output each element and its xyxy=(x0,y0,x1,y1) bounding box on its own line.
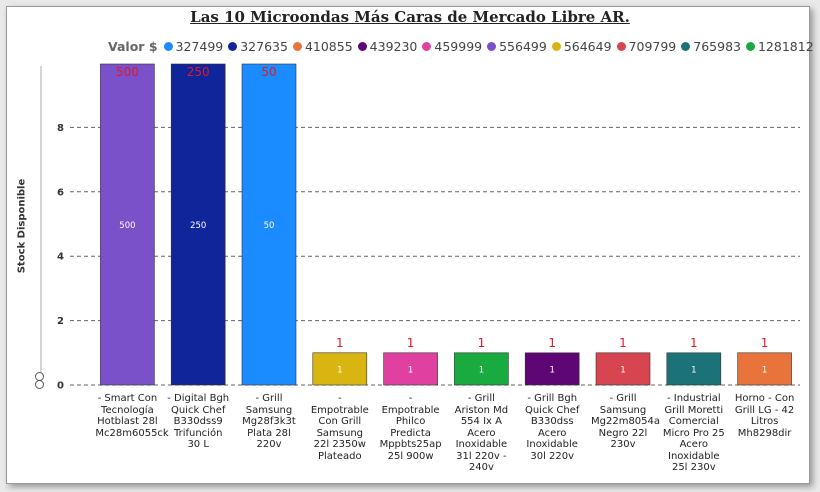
legend-item[interactable]: 556499 xyxy=(487,39,547,54)
bar[interactable] xyxy=(737,352,792,386)
bar-inside-label: 1 xyxy=(479,365,484,375)
legend-label: 765983 xyxy=(693,39,741,54)
legend-marker xyxy=(292,42,302,51)
bar-inside-label: 1 xyxy=(620,365,625,375)
legend-item[interactable]: 765983 xyxy=(681,39,741,54)
bar[interactable] xyxy=(454,352,509,386)
legend-item[interactable]: 439230 xyxy=(357,39,418,54)
bar-inside-label: 1 xyxy=(408,365,413,375)
bar-top-label: 1 xyxy=(548,336,556,350)
bar-top-label: 1 xyxy=(407,336,415,350)
bar-inside-label: 1 xyxy=(762,365,767,375)
bar-top-label: 1 xyxy=(761,336,769,350)
bar-inside-label: 250 xyxy=(190,221,206,231)
bar-top-label: 1 xyxy=(690,336,698,350)
x-tick-label: - Empotrable Con Grill Samsung 22l 2350w… xyxy=(310,393,369,462)
legend-item[interactable]: 410855 xyxy=(292,39,353,54)
bar[interactable] xyxy=(100,63,155,386)
y-tick-label: 0 xyxy=(57,381,64,392)
bar[interactable] xyxy=(312,352,368,386)
legend-label: 709799 xyxy=(628,39,677,54)
x-tick-label: - Grill Samsung Mg22m8054a Negro 22l 230… xyxy=(591,393,661,450)
legend: Valor $ 327499 327635 410855 439230 459999 55… xyxy=(108,39,814,54)
legend-label: 327635 xyxy=(240,39,288,54)
bar[interactable] xyxy=(383,352,438,386)
bar-top-label: 1 xyxy=(619,336,627,350)
legend-marker xyxy=(681,42,691,51)
y-tick-label: 8 xyxy=(57,123,64,134)
x-tick-label: - Grill Ariston Md 554 Ix A Acero Inoxid… xyxy=(454,393,509,473)
bar-top-label: 250 xyxy=(187,65,210,79)
bar-inside-label: 1 xyxy=(549,365,554,375)
legend-marker xyxy=(745,42,755,51)
legend-marker xyxy=(487,42,497,51)
x-tick-label: - Grill Bgh Quick Chef B330dss Acero Ino… xyxy=(524,393,580,462)
bar-top-label: 500 xyxy=(116,65,139,79)
x-tick-label: - Grill Samsung Mg28f3k3t Plata 28l 220v xyxy=(242,393,296,450)
bar-inside-label: 500 xyxy=(119,221,135,231)
legend-label: 459999 xyxy=(434,39,483,54)
bar-top-label: 50 xyxy=(261,65,276,79)
zoom-slider-handle-bottom[interactable] xyxy=(35,380,44,389)
legend-item[interactable]: 327635 xyxy=(228,39,288,54)
bar-inside-label: 1 xyxy=(691,365,696,375)
y-tick-label: 6 xyxy=(57,187,64,198)
legend-label: 564649 xyxy=(563,39,612,54)
y-tick-label: 2 xyxy=(57,316,64,327)
legend-marker xyxy=(163,42,173,51)
bar[interactable] xyxy=(170,63,226,386)
legend-item[interactable]: 327499 xyxy=(163,39,224,54)
bar[interactable] xyxy=(666,352,722,386)
legend-label: 556499 xyxy=(499,39,547,54)
legend-marker xyxy=(616,42,626,51)
legend-item[interactable]: 709799 xyxy=(616,39,677,54)
legend-item[interactable]: 459999 xyxy=(422,39,482,54)
legend-marker xyxy=(228,42,238,51)
bar-inside-label: 1 xyxy=(337,365,342,375)
bar[interactable] xyxy=(595,352,651,386)
bar[interactable] xyxy=(241,63,297,386)
legend-marker xyxy=(422,42,432,51)
legend-title: Valor $ xyxy=(108,39,158,54)
legend-label: 327499 xyxy=(175,39,224,54)
legend-label: 1281812 xyxy=(757,39,814,54)
zoom-slider-track[interactable] xyxy=(40,66,42,376)
x-tick-label: - Industrial Grill Moretti Comercial Mic… xyxy=(662,393,725,473)
chart-title: Las 10 Microondas Más Caras de Mercado L… xyxy=(190,8,630,26)
x-tick-label: - Digital Bgh Quick Chef B330dss9 Trifun… xyxy=(167,393,230,450)
legend-item[interactable]: 1281812 xyxy=(745,39,814,54)
x-tick-label: - Smart Con Tecnología Hotblast 28l Mc28… xyxy=(95,393,169,439)
legend-marker xyxy=(357,42,367,51)
x-tick-label: - Empotrable Philco Predicta Mppbts25ap … xyxy=(379,393,442,462)
x-tick-label: Horno - Con Grill LG - 42 Litros Mh8298d… xyxy=(734,393,795,439)
y-tick-label: 4 xyxy=(57,252,64,263)
legend-label: 410855 xyxy=(304,39,353,54)
bar-inside-label: 50 xyxy=(264,221,275,231)
legend-marker xyxy=(551,42,561,51)
bar-top-label: 1 xyxy=(478,336,486,350)
legend-label: 439230 xyxy=(369,39,418,54)
legend-item[interactable]: 564649 xyxy=(551,39,612,54)
bar[interactable] xyxy=(524,352,580,386)
bar-top-label: 1 xyxy=(336,336,344,350)
